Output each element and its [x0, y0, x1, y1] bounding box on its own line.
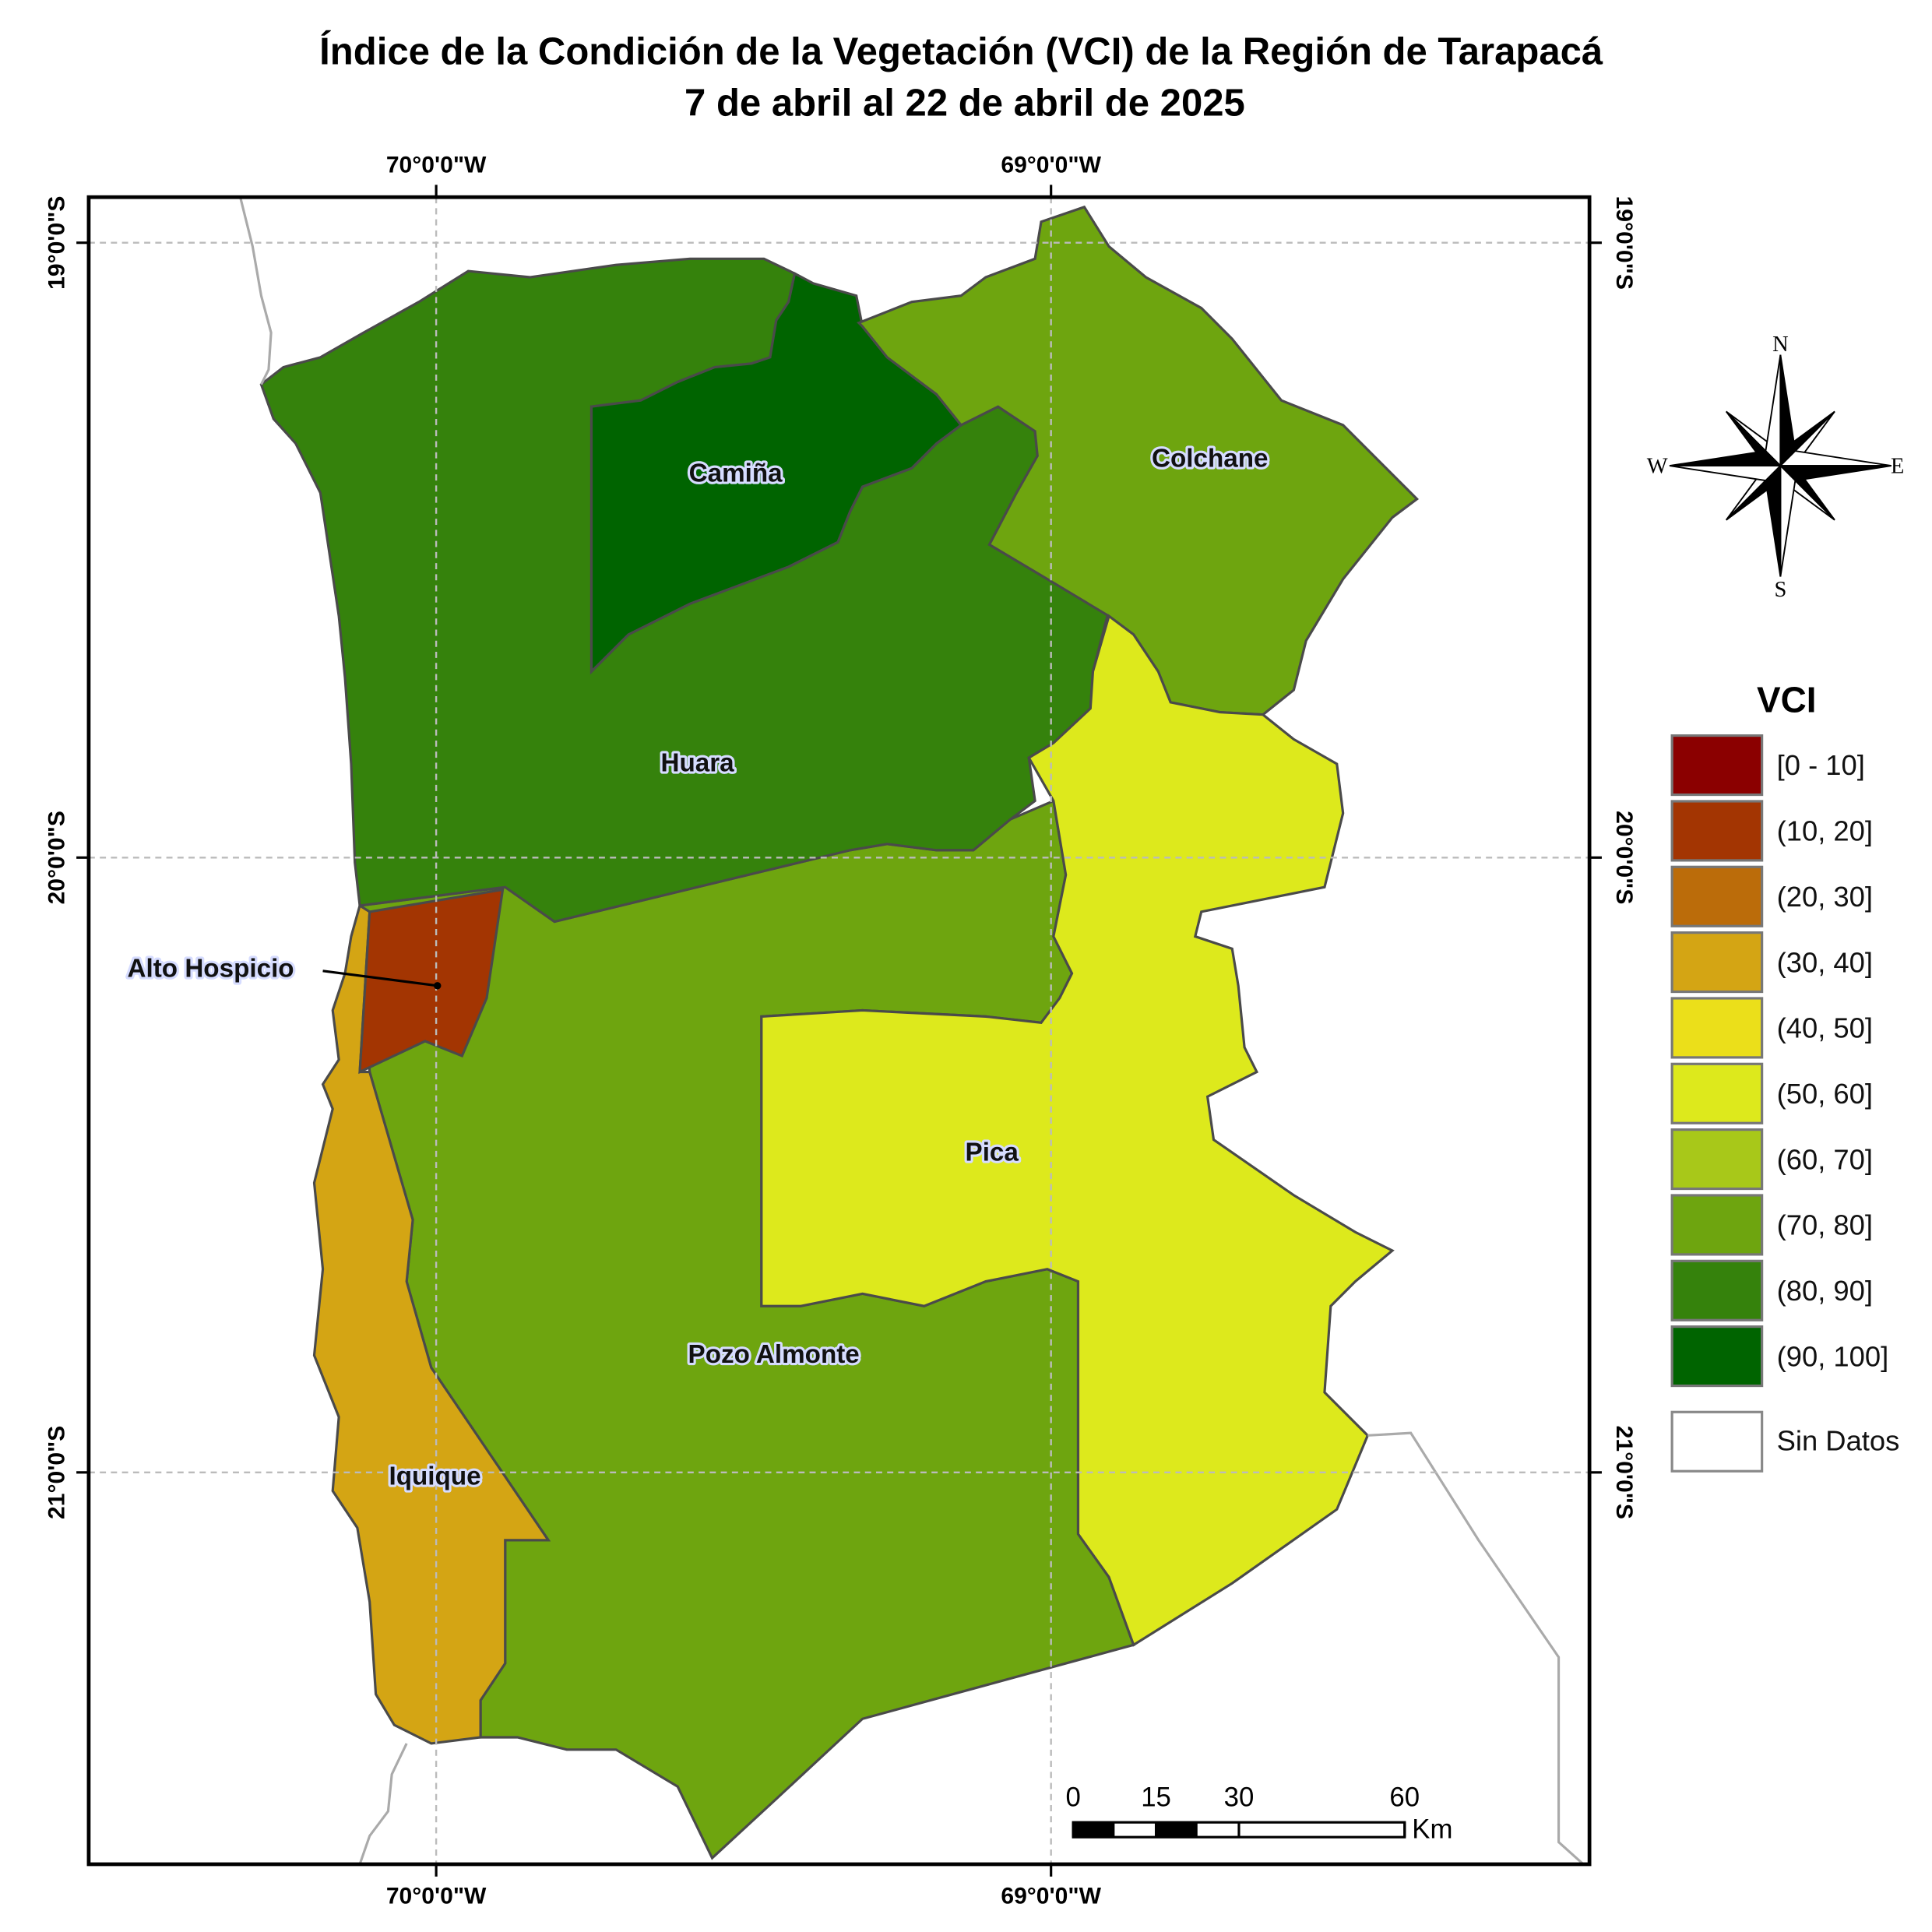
- legend-swatch: [1670, 1259, 1764, 1321]
- legend-swatch: [1670, 1062, 1764, 1124]
- frame-ticks: [76, 185, 1602, 1877]
- compass-rose: [1669, 354, 1892, 577]
- lat-label: 21°0'0"S: [44, 1426, 69, 1519]
- lat-label: 20°0'0"S: [1611, 811, 1637, 904]
- legend-label: (20, 30]: [1777, 881, 1873, 913]
- boundary-line: [239, 196, 273, 385]
- subtitle: 7 de abril al 22 de abril de 2025: [684, 83, 1245, 125]
- regions: [259, 205, 1420, 1860]
- scale-label: 15: [1141, 1782, 1171, 1813]
- lat-label: 20°0'0"S: [44, 811, 69, 904]
- region-labels: Pozo Almonte Huara Camiña Colchane Pica …: [125, 442, 1270, 1494]
- title: Índice de la Condición de la Vegetación …: [319, 29, 1603, 72]
- north-arrow: N E S W: [1647, 333, 1905, 602]
- legend-swatch: [1670, 800, 1764, 862]
- region-label: Camiña: [689, 459, 783, 488]
- compass-label: W: [1647, 455, 1668, 479]
- graticule: [88, 197, 1590, 1864]
- legend-label: (90, 100]: [1777, 1340, 1889, 1372]
- lat-label: 19°0'0"S: [44, 196, 69, 290]
- scale-segment: [1156, 1822, 1198, 1838]
- legend-swatch: [1670, 865, 1764, 927]
- boundary-lines: [239, 196, 1585, 1866]
- scale-label: 30: [1224, 1782, 1255, 1813]
- boundary-line: [1367, 1431, 1585, 1866]
- legend: VCI [0 - 10] (10, 20] (20, 30] (30, 40] (40,…: [1670, 680, 1900, 1473]
- lat-label: 21°0'0"S: [1611, 1426, 1637, 1519]
- region-label: Huara: [660, 749, 734, 778]
- region-label: Alto Hospicio: [128, 955, 294, 984]
- legend-label: (50, 60]: [1777, 1078, 1873, 1110]
- region-label: Pozo Almonte: [688, 1340, 860, 1369]
- lat-label: 19°0'0"S: [1611, 196, 1637, 290]
- legend-swatch: [1670, 1325, 1764, 1388]
- lon-label: 69°0'0"W: [1001, 153, 1101, 178]
- legend-swatch: [1670, 997, 1764, 1059]
- legend-swatch: [1670, 931, 1764, 994]
- leader-point: [433, 982, 442, 990]
- compass-label: S: [1774, 578, 1786, 602]
- legend-label: Sin Datos: [1777, 1424, 1900, 1456]
- lon-label: 70°0'0"W: [386, 1884, 487, 1909]
- scale-unit: Km: [1412, 1814, 1452, 1845]
- scale-label: 60: [1389, 1782, 1420, 1813]
- legend-label: (70, 80]: [1777, 1209, 1873, 1241]
- lon-label: 70°0'0"W: [386, 153, 487, 178]
- region: [358, 888, 505, 1075]
- legend-label: (40, 50]: [1777, 1012, 1873, 1044]
- boundary-line: [358, 1743, 408, 1865]
- legend-title: VCI: [1757, 680, 1816, 720]
- region: [760, 614, 1395, 1647]
- compass-label: E: [1891, 455, 1904, 479]
- legend-label: (80, 90]: [1777, 1275, 1873, 1307]
- region-label: Iquique: [389, 1462, 480, 1491]
- region: [312, 903, 551, 1745]
- scale-segment: [1073, 1822, 1115, 1838]
- legend-label: [0 - 10]: [1777, 749, 1865, 781]
- region-label: Colchane: [1152, 445, 1269, 473]
- lon-label: 69°0'0"W: [1001, 1884, 1101, 1909]
- leader-line: [322, 970, 438, 987]
- scale-label: 0: [1065, 1782, 1080, 1813]
- graticule-labels: 70°0'0"W 69°0'0"W 70°0'0"W 69°0'0"W 19°0…: [44, 153, 1637, 1909]
- legend-swatch: [1670, 734, 1764, 797]
- region-label: Pica: [966, 1138, 1019, 1167]
- legend-swatch: [1670, 1194, 1764, 1256]
- legend-label: (60, 70]: [1777, 1143, 1873, 1175]
- legend-label: (30, 40]: [1777, 946, 1873, 978]
- legend-swatch: [1670, 1128, 1764, 1191]
- map-frame: [86, 195, 1592, 1867]
- compass-label: N: [1772, 333, 1789, 357]
- region: [857, 205, 1420, 716]
- legend-swatch: [1670, 1410, 1764, 1473]
- legend-label: (10, 20]: [1777, 815, 1873, 847]
